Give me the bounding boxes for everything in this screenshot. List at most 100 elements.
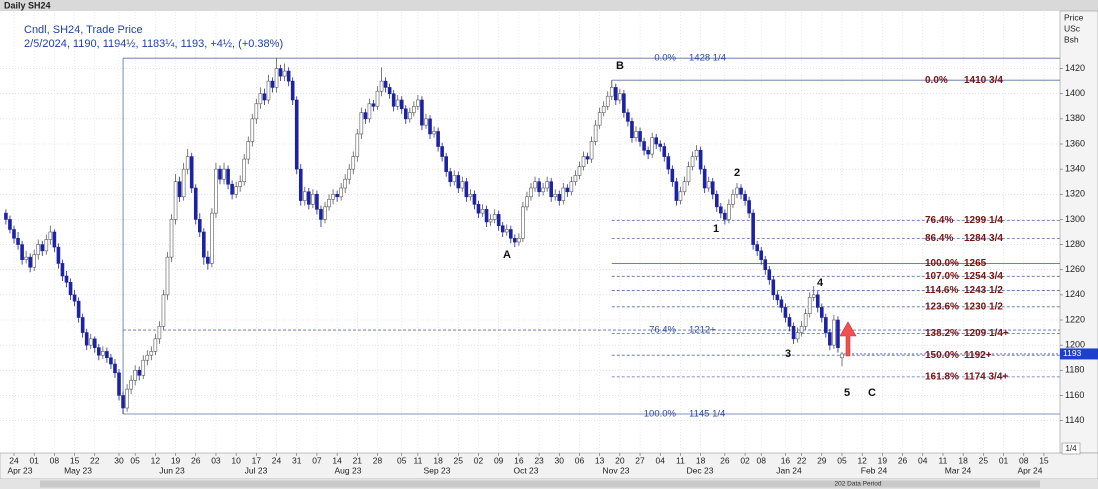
candle-body <box>803 313 808 327</box>
candle-body <box>456 175 461 189</box>
candle-body <box>472 193 477 205</box>
candle-body <box>484 209 489 223</box>
header-title: Daily SH24 <box>4 0 51 10</box>
y-tick-label: 1320 <box>1065 189 1085 199</box>
x-tick-label: 18 <box>433 455 443 465</box>
month-label: Jul 23 <box>245 465 268 475</box>
scrollbar-thumb[interactable] <box>40 480 1040 488</box>
candles <box>4 58 844 414</box>
candle-body <box>710 181 715 195</box>
extension-pct: 0.0% <box>925 75 948 86</box>
candle-body <box>767 269 772 281</box>
last-price-box <box>1060 348 1098 360</box>
extension-price: 1410 3/4 <box>964 75 1003 86</box>
y-tick-label: 1200 <box>1065 340 1085 350</box>
candle-body <box>517 237 521 243</box>
x-tick-label: 20 <box>615 455 625 465</box>
candle-body <box>593 124 598 142</box>
candle-body <box>395 99 400 107</box>
y-tick-label: 1420 <box>1065 63 1085 73</box>
candle-body <box>351 156 356 170</box>
candle-body <box>347 168 352 180</box>
candle-body <box>121 395 125 409</box>
scale-button-label[interactable]: 1/4 <box>1065 444 1077 453</box>
candle-body <box>759 250 764 260</box>
y-tick-label: 1360 <box>1065 138 1085 148</box>
candle-body <box>723 212 727 220</box>
candle-body <box>448 171 453 183</box>
candle-body <box>181 168 186 198</box>
candle-body <box>666 156 671 170</box>
x-tick-label: 13 <box>595 455 605 465</box>
candle-body <box>614 87 618 101</box>
candle-body <box>480 209 485 214</box>
candle-body <box>282 70 287 77</box>
candle-body <box>832 319 836 346</box>
candle-body <box>731 193 735 205</box>
candle-body <box>242 158 247 183</box>
candle-body <box>609 87 614 97</box>
candle-body <box>72 294 77 302</box>
candle-body <box>460 181 465 189</box>
candle-body <box>537 181 541 193</box>
candle-body <box>339 187 343 198</box>
candle-body <box>428 118 432 135</box>
x-tick-label: 08 <box>756 455 766 465</box>
candle-body <box>169 219 174 258</box>
candle-body <box>327 199 331 208</box>
x-tick-label: 21 <box>353 455 363 465</box>
candle-body <box>28 256 32 268</box>
candle-body <box>274 68 279 88</box>
candle-body <box>634 131 638 139</box>
scale-button[interactable] <box>1061 442 1081 455</box>
candle-body <box>379 80 384 92</box>
candle-body <box>105 351 109 359</box>
x-tick-label: 03 <box>211 455 221 465</box>
y-tick-label: 1400 <box>1065 88 1085 98</box>
candle-body <box>222 168 226 180</box>
candle-body <box>145 354 150 361</box>
retracement-price: 1212+ <box>689 325 716 336</box>
candle-body <box>109 357 113 365</box>
candle-body <box>626 112 630 122</box>
x-tick-label: 26 <box>191 455 201 465</box>
x-tick-label: 14 <box>332 455 342 465</box>
candle-body <box>177 181 182 198</box>
extension-price: 1265 <box>964 258 987 269</box>
candle-body <box>686 166 691 183</box>
candle-body <box>743 193 747 201</box>
candle-body <box>189 156 194 189</box>
x-tick-label: 19 <box>171 455 181 465</box>
retracement-pct: 76.4% <box>649 325 676 336</box>
header-bar <box>0 0 1098 11</box>
candle-body <box>468 193 473 198</box>
candle-body <box>367 103 372 120</box>
up-arrow <box>839 321 857 357</box>
x-tick-label: 11 <box>413 455 422 465</box>
candle-body <box>440 146 444 157</box>
x-tick-label: 30 <box>114 455 124 465</box>
extension-price: 1209 1/4+ <box>964 328 1009 339</box>
legend-values: 2/5/2024, 1190, 1194½, 1183¼, 1193, +4½,… <box>24 38 283 50</box>
month-label: May 23 <box>64 465 92 475</box>
x-tick-label: 31 <box>292 455 302 465</box>
candle-body <box>133 369 137 381</box>
candle-body <box>375 90 380 107</box>
candle-body <box>630 121 634 139</box>
candle-body <box>230 183 234 195</box>
y-tick-label: 1280 <box>1065 239 1085 249</box>
price-axis-panel <box>1059 10 1098 454</box>
legend-title: Cndl, SH24, Trade Price <box>24 24 143 36</box>
candle-body <box>246 141 251 160</box>
candle-body <box>311 193 315 205</box>
candle-body <box>577 166 582 176</box>
candle-body <box>601 105 606 113</box>
candle-body <box>811 294 816 298</box>
retracement-price: 1428 1/4 <box>689 53 726 64</box>
candle-body <box>589 141 594 160</box>
candle-body <box>258 93 263 105</box>
wave-label: 4 <box>817 277 824 289</box>
candle-body <box>815 294 820 308</box>
candle-body <box>4 212 8 220</box>
candle-body <box>650 137 654 155</box>
